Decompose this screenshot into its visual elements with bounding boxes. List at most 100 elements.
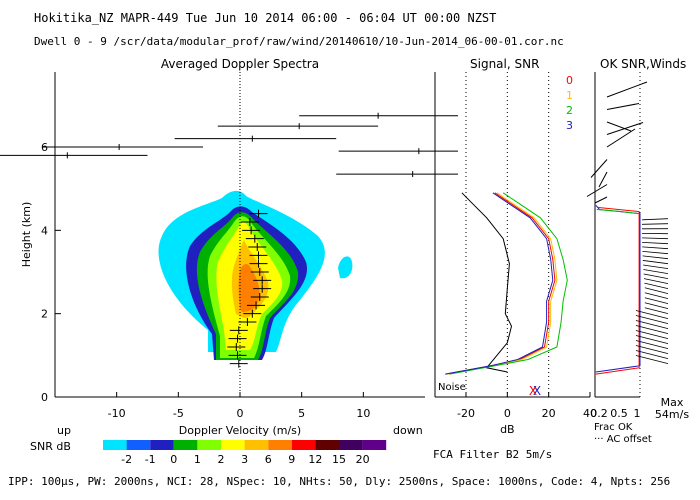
colorbar-swatch bbox=[173, 440, 198, 450]
colorbar-swatch bbox=[244, 440, 269, 450]
y-tick-label: 0 bbox=[41, 391, 48, 404]
frac-ok-line-red bbox=[595, 206, 640, 375]
label-down: down bbox=[393, 424, 423, 437]
colorbar-swatch bbox=[221, 440, 245, 450]
wind-arrow bbox=[598, 171, 608, 188]
wind-arrow-low bbox=[635, 315, 669, 325]
colorbar-swatch bbox=[103, 440, 127, 450]
colorbar-swatch bbox=[268, 440, 292, 450]
colorbar-value: -2 bbox=[121, 453, 132, 466]
colorbar-value: 0 bbox=[170, 453, 177, 466]
y-tick-label: 2 bbox=[41, 308, 48, 321]
ac-offset-label: ··· AC offset bbox=[594, 434, 652, 445]
wind-arrow-low bbox=[644, 297, 669, 305]
spectra-contour-6 bbox=[238, 264, 260, 312]
snr-x-tick-label: -20 bbox=[457, 407, 475, 420]
footer-params: IPP: 100μs, PW: 2000ns, NCI: 28, NSpec: … bbox=[8, 475, 671, 488]
x-tick-label: -5 bbox=[173, 407, 184, 420]
wind-arrow-low bbox=[642, 260, 669, 265]
wind-arrow-low bbox=[642, 218, 669, 221]
footer-filter: FCA Filter B2 5m/s bbox=[433, 448, 553, 461]
colorbar-value: 20 bbox=[356, 453, 370, 466]
wind-arrow-low bbox=[642, 223, 669, 225]
snr-x-tick-label: 0 bbox=[504, 407, 511, 420]
colorbar-swatch bbox=[362, 440, 387, 450]
colorbar-swatch bbox=[291, 440, 316, 450]
wind-arrow-low bbox=[642, 246, 669, 250]
wind-arrow bbox=[606, 122, 644, 135]
x-tick-label: 0 bbox=[237, 407, 244, 420]
snr-series-line bbox=[449, 192, 568, 375]
wind-arrow-low bbox=[643, 278, 669, 285]
colorbar-value: -1 bbox=[145, 453, 156, 466]
winds-scale-max: Max bbox=[661, 396, 684, 409]
snr-legend-item: 0 bbox=[566, 74, 573, 87]
noise-marker-2: X bbox=[533, 384, 541, 398]
wind-arrow-low bbox=[644, 302, 669, 310]
wind-arrow-low bbox=[635, 320, 669, 330]
colorbar-value: 15 bbox=[332, 453, 346, 466]
wind-arrow-low bbox=[644, 287, 669, 295]
noise-marker: X bbox=[529, 384, 537, 398]
wind-arrow-low bbox=[635, 340, 669, 350]
x-tick-label: 5 bbox=[298, 407, 305, 420]
wind-arrow-low bbox=[642, 241, 669, 245]
frac-ok-line-blue bbox=[595, 205, 641, 373]
x-tick-label: -10 bbox=[108, 407, 126, 420]
colorbar-swatch bbox=[126, 440, 151, 450]
colorbar-swatch bbox=[339, 440, 363, 450]
colorbar-swatch bbox=[315, 440, 339, 450]
wind-arrow bbox=[594, 196, 608, 204]
winds-x-tick-label: 0.5 bbox=[610, 407, 628, 420]
winds-scale-value: 54m/s bbox=[655, 408, 689, 421]
spectra-ylabel: Height (km) bbox=[20, 202, 33, 268]
wind-arrow-low bbox=[644, 292, 669, 300]
label-up: up bbox=[57, 424, 71, 437]
frac-ok-label: Frac OK bbox=[594, 422, 633, 433]
wind-arrow-low bbox=[642, 250, 669, 255]
snr-x-tick-label: 40 bbox=[583, 407, 597, 420]
wind-arrow-low bbox=[644, 307, 669, 315]
wind-arrow-low bbox=[642, 255, 669, 260]
wind-arrow bbox=[606, 81, 648, 98]
wind-arrow-low bbox=[635, 350, 669, 360]
snr-legend-item: 3 bbox=[566, 119, 573, 132]
colorbar-value: 1 bbox=[194, 453, 201, 466]
header-line-1: Hokitika_NZ MAPR-449 Tue Jun 10 2014 06:… bbox=[34, 11, 497, 25]
snr-legend-item: 2 bbox=[566, 104, 573, 117]
wind-arrow-low bbox=[643, 273, 669, 280]
snr-x-tick-label: 20 bbox=[542, 407, 556, 420]
spectra-title: Averaged Doppler Spectra bbox=[161, 57, 319, 71]
wind-arrow bbox=[606, 103, 640, 110]
wind-arrow-low bbox=[635, 330, 669, 340]
wind-arrow bbox=[586, 184, 608, 197]
snr-title: Signal, SNR bbox=[470, 57, 539, 71]
x-tick-label: 10 bbox=[356, 407, 370, 420]
colorbar-swatch bbox=[197, 440, 221, 450]
y-tick-label: 4 bbox=[41, 224, 48, 237]
y-tick-label: 6 bbox=[41, 141, 48, 154]
wind-arrow bbox=[606, 121, 632, 132]
snr-series-line bbox=[445, 192, 554, 375]
colorbar-value: 9 bbox=[288, 453, 295, 466]
winds-x-tick-label: 1 bbox=[634, 407, 641, 420]
colorbar-value: 6 bbox=[265, 453, 272, 466]
snr-series-line bbox=[461, 192, 513, 373]
wind-arrow-low bbox=[635, 355, 669, 365]
spectra-cloud-isolated bbox=[338, 256, 353, 279]
wind-arrow-low bbox=[635, 310, 669, 320]
colorbar-value: 3 bbox=[241, 453, 248, 466]
colorbar-label: SNR dB bbox=[30, 440, 71, 453]
wind-arrow-low bbox=[643, 269, 669, 275]
wind-arrow-low bbox=[635, 325, 669, 335]
snr-xlabel: dB bbox=[500, 423, 515, 436]
noise-label: Noise bbox=[438, 382, 466, 393]
wind-arrow-low bbox=[644, 282, 669, 290]
colorbar-value: 2 bbox=[218, 453, 225, 466]
wind-arrow-low bbox=[642, 237, 669, 240]
snr-series-line bbox=[445, 192, 556, 375]
snr-legend-item: 1 bbox=[566, 89, 573, 102]
winds-x-tick-label: 0.2 bbox=[590, 407, 608, 420]
colorbar-value: 12 bbox=[308, 453, 322, 466]
wind-arrow bbox=[590, 159, 608, 178]
